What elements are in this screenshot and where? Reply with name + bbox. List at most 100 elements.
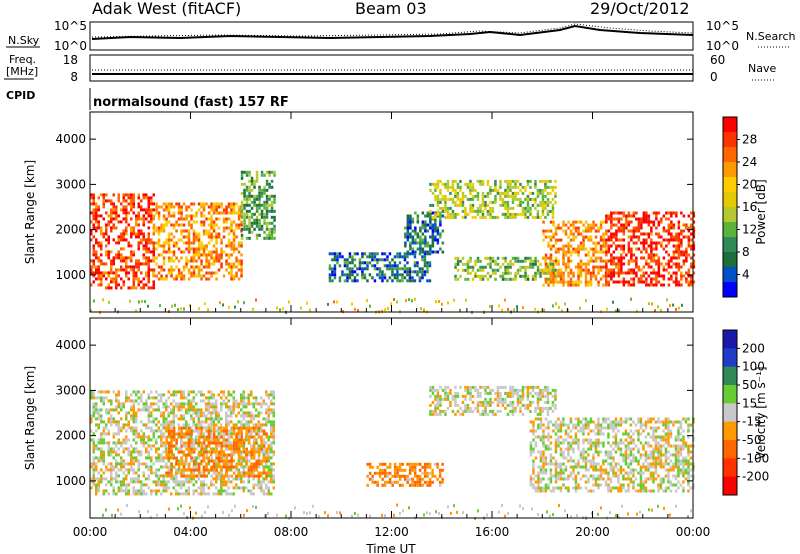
range-time-cell [122, 193, 125, 197]
range-time-cell [122, 208, 125, 212]
range-time-cell [165, 399, 168, 403]
range-time-cell [248, 209, 251, 213]
range-time-cell [426, 211, 430, 215]
range-time-cell [152, 217, 155, 221]
range-time-cell [172, 417, 175, 421]
range-time-cell [200, 486, 203, 490]
range-time-cell [672, 250, 676, 254]
range-time-cell [612, 223, 616, 227]
range-time-cell [112, 489, 115, 493]
range-time-cell [692, 232, 696, 236]
range-time-cell [248, 218, 251, 222]
range-time-cell [501, 197, 505, 201]
range-time-cell [607, 268, 611, 272]
range-time-cell [97, 390, 100, 394]
range-time-cell [187, 441, 191, 445]
range-time-cell [185, 408, 188, 412]
range-time-cell [243, 221, 246, 225]
range-time-cell [112, 193, 115, 197]
range-time-cell [253, 194, 256, 198]
range-time-cell [195, 408, 198, 412]
range-time-cell [652, 211, 656, 215]
range-time-cell [207, 250, 211, 254]
range-time-cell [205, 420, 208, 424]
range-time-cell [373, 279, 377, 283]
range-time-cell [423, 255, 427, 259]
range-time-cell [110, 402, 113, 406]
range-time-cell [247, 477, 250, 481]
range-time-cell [554, 271, 558, 275]
range-time-cell [506, 182, 510, 186]
range-time-cell [267, 492, 270, 496]
range-time-cell [504, 277, 507, 281]
range-time-cell [574, 229, 578, 233]
range-time-cell [192, 229, 196, 233]
range-time-cell [217, 211, 221, 215]
range-time-cell [155, 480, 158, 484]
range-time-cell [247, 429, 251, 433]
range-time-cell [240, 435, 243, 439]
range-time-cell [605, 274, 608, 278]
range-time-cell [506, 206, 510, 210]
range-time-cell [393, 273, 397, 277]
range-time-cell [471, 194, 475, 198]
range-time-cell [650, 232, 653, 236]
range-time-cell [605, 250, 608, 254]
range-time-cell [336, 261, 339, 265]
range-time-cell [650, 259, 653, 263]
range-time-cell [117, 214, 120, 218]
range-time-cell [97, 226, 100, 230]
range-time-cell [270, 444, 273, 448]
range-time-cell [655, 262, 658, 266]
range-time-cell [155, 408, 158, 412]
range-time-cell [185, 480, 188, 484]
range-time-cell [426, 462, 429, 466]
range-time-cell [268, 197, 271, 201]
range-time-cell [165, 441, 168, 445]
range-time-cell [552, 280, 555, 284]
range-time-cell [122, 199, 125, 203]
range-time-cell [645, 271, 648, 275]
range-time-cell [496, 215, 500, 219]
range-time-cell [569, 253, 573, 257]
range-time-cell [232, 471, 236, 475]
range-time-cell [262, 471, 266, 475]
range-time-cell [536, 265, 540, 269]
range-time-cell [215, 247, 218, 251]
range-time-cell [115, 241, 118, 245]
range-time-cell [177, 408, 180, 412]
range-time-cell [97, 259, 100, 263]
range-time-cell [115, 474, 118, 478]
range-time-cell [368, 471, 372, 475]
range-time-cell [142, 262, 145, 266]
range-time-cell [152, 250, 155, 254]
range-time-cell [554, 259, 558, 263]
range-time-cell [222, 429, 226, 433]
range-time-cell [200, 214, 203, 218]
range-time-cell [388, 276, 392, 280]
range-time-cell [466, 271, 470, 275]
range-time-cell [599, 268, 603, 272]
range-time-cell [157, 408, 160, 412]
range-time-cell [630, 247, 633, 251]
range-time-cell [182, 453, 186, 457]
range-time-cell [635, 229, 638, 233]
range-time-cell [230, 208, 233, 212]
range-time-cell [215, 408, 218, 412]
range-time-cell [232, 229, 236, 233]
range-time-cell [378, 462, 382, 466]
range-time-cell [117, 411, 120, 415]
range-time-cell [185, 256, 188, 260]
range-time-cell [235, 474, 238, 478]
range-time-cell [441, 250, 445, 254]
range-time-cell [672, 253, 676, 257]
range-time-cell [130, 459, 133, 463]
range-time-cell [690, 277, 693, 281]
range-time-cell [431, 468, 434, 472]
range-time-cell [328, 264, 332, 268]
range-time-cell [142, 208, 145, 212]
range-time-cell [257, 414, 260, 418]
range-time-cell [107, 271, 110, 275]
range-time-cell [187, 432, 191, 436]
range-time-cell [526, 265, 530, 269]
